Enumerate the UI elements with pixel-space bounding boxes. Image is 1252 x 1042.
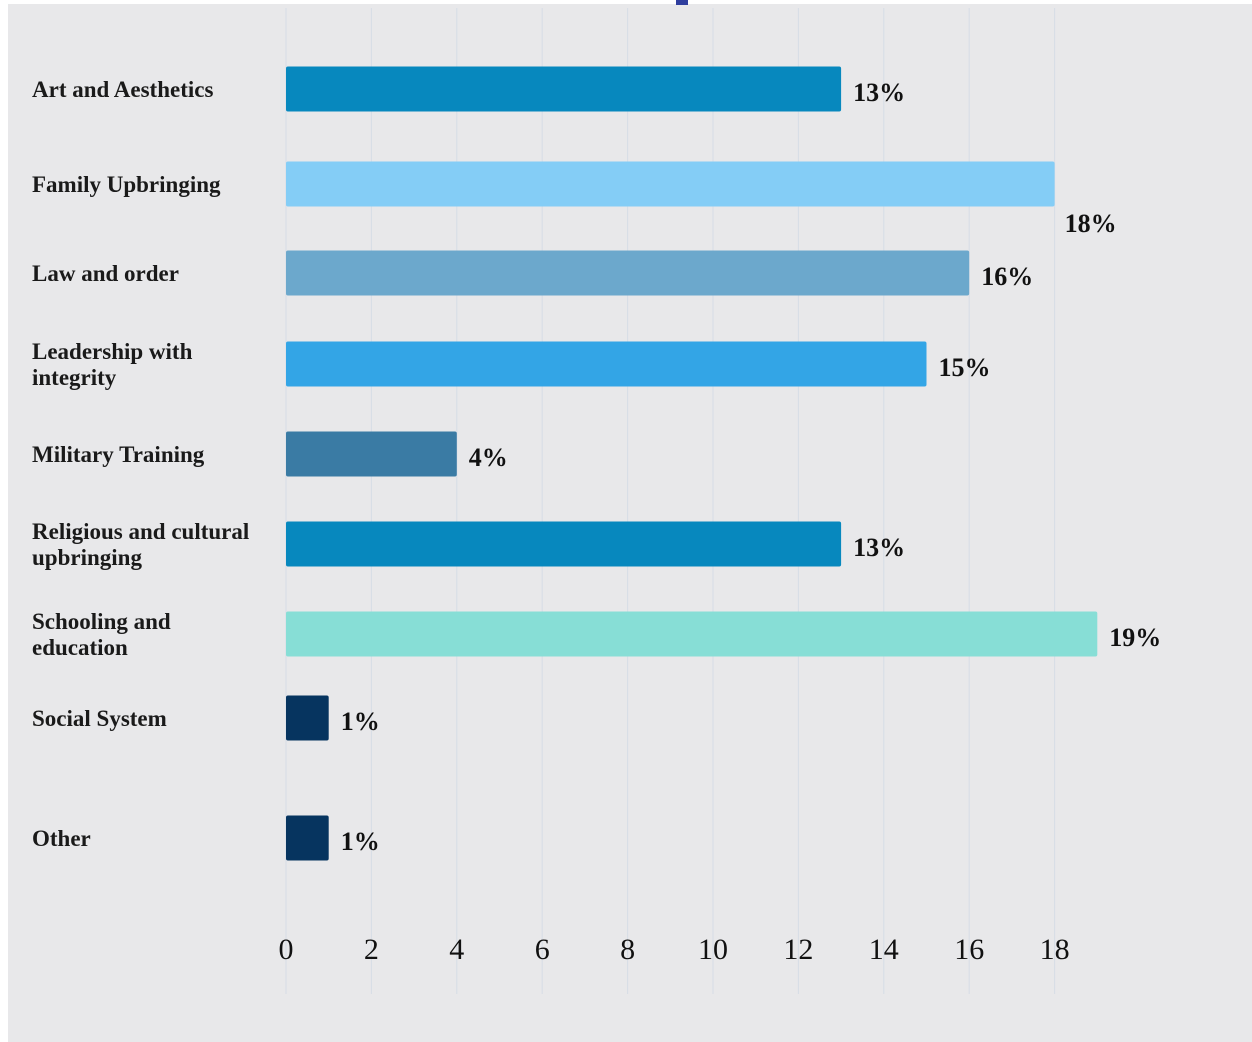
data-label-5: 13% (853, 533, 905, 562)
category-label-2: Law and order (32, 261, 179, 286)
data-labels: 13% 18% 16% 15% 4% 13% 19% 1% 1% (341, 78, 1162, 856)
bar-0 (286, 66, 842, 112)
category-label-5: Religious and cultural upbringing (32, 519, 249, 570)
bar-4 (286, 431, 457, 477)
data-label-0: 13% (853, 78, 905, 107)
bars (286, 66, 1098, 861)
top-accent-mark (676, 0, 688, 5)
grid-lines (285, 8, 1056, 994)
category-label-6: Schooling and education (32, 609, 171, 660)
x-tick-12: 12 (783, 933, 813, 966)
x-tick-2: 2 (364, 933, 379, 966)
data-label-4: 4% (469, 443, 508, 472)
data-label-1: 18% (1065, 209, 1117, 238)
bar-1 (286, 161, 1055, 207)
x-tick-10: 10 (698, 933, 728, 966)
data-label-6: 19% (1109, 623, 1161, 652)
bar-7 (286, 695, 329, 741)
x-axis-ticks: 0 2 4 6 8 10 12 14 16 18 (279, 933, 1070, 966)
category-label-3: Leadership with integrity (32, 339, 193, 390)
bar-3 (286, 341, 927, 387)
x-tick-18: 18 (1040, 933, 1070, 966)
category-label-7: Social System (32, 706, 167, 731)
category-label-1: Family Upbringing (32, 172, 221, 197)
x-tick-4: 4 (449, 933, 464, 966)
bar-5 (286, 521, 842, 567)
category-label-4: Military Training (32, 442, 205, 467)
data-label-8: 1% (341, 827, 380, 856)
data-label-7: 1% (341, 707, 380, 736)
x-tick-6: 6 (535, 933, 550, 966)
bar-8 (286, 815, 329, 861)
data-label-3: 15% (939, 353, 991, 382)
x-tick-8: 8 (620, 933, 635, 966)
category-label-8: Other (32, 826, 91, 851)
x-tick-0: 0 (279, 933, 294, 966)
bar-2 (286, 250, 970, 296)
category-label-0: Art and Aesthetics (32, 77, 213, 102)
x-tick-16: 16 (954, 933, 984, 966)
category-labels: Art and Aesthetics Family Upbringing Law a… (32, 77, 249, 851)
bar-6 (286, 611, 1098, 657)
data-label-2: 16% (981, 262, 1033, 291)
bar-chart: Art and Aesthetics Family Upbringing Law a… (32, 8, 1162, 994)
x-tick-14: 14 (869, 933, 899, 966)
chart-panel: Art and Aesthetics Family Upbringing Law a… (8, 4, 1252, 1042)
